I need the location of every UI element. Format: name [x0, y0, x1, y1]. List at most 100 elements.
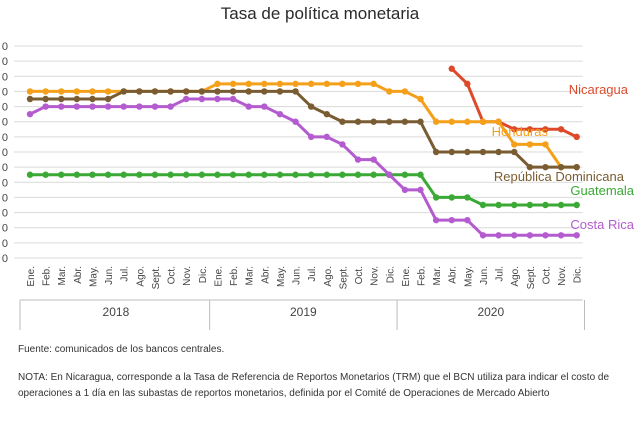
data-point — [432, 216, 440, 224]
x-tick-label: Sept. — [338, 266, 349, 289]
x-tick-label: Ago. — [510, 266, 521, 287]
data-point — [526, 141, 534, 148]
data-point — [479, 148, 487, 156]
x-tick-label: Nov. — [370, 266, 381, 286]
data-point — [58, 88, 65, 95]
x-tick-label: Dic. — [385, 266, 396, 283]
data-point — [557, 126, 565, 133]
data-point — [42, 88, 49, 95]
x-tick-label: Mar. — [432, 266, 443, 285]
data-point — [511, 201, 518, 209]
y-tick-label: 0 — [2, 102, 8, 114]
year-label: 2018 — [103, 305, 130, 319]
data-point — [448, 148, 455, 156]
data-point — [214, 88, 221, 95]
data-point — [370, 80, 377, 88]
x-tick-label: Nov. — [557, 266, 568, 286]
x-tick-label: Feb. — [417, 266, 428, 286]
data-point — [104, 95, 112, 103]
x-tick-label: Sept. — [526, 266, 537, 289]
data-point — [386, 118, 393, 125]
x-tick-label: May. — [276, 266, 287, 287]
data-point — [495, 201, 502, 209]
data-point — [432, 148, 440, 156]
data-point — [479, 118, 487, 125]
data-point — [261, 80, 268, 88]
data-point — [89, 103, 96, 110]
data-point — [339, 171, 346, 178]
data-point — [229, 171, 237, 178]
x-tick-label: Oct. — [354, 266, 365, 284]
data-point — [73, 171, 81, 178]
y-tick-label: 0 — [2, 192, 8, 204]
x-tick-label: Jun. — [104, 266, 115, 285]
x-tick-label: Jul. — [120, 266, 131, 282]
data-point — [401, 186, 409, 194]
data-point — [448, 118, 455, 125]
y-tick-label: 0 — [2, 41, 8, 53]
data-point — [511, 126, 518, 133]
series-label: Costa Rica — [570, 217, 634, 232]
data-point — [323, 110, 330, 118]
data-point — [198, 95, 206, 103]
data-point — [261, 88, 268, 95]
data-point — [198, 171, 206, 178]
y-tick-label: 0 — [2, 238, 8, 250]
x-tick-label: Jul. — [307, 266, 318, 282]
series-label: Honduras — [492, 124, 549, 139]
data-point — [167, 103, 174, 110]
data-point — [183, 95, 190, 103]
data-point — [292, 88, 299, 95]
data-point — [120, 88, 127, 95]
line-chart: 0 0 0 0 0 0 0 0 0 0 0 0 0 0 0 Ene. Feb. Mar. Abr. May. Jun. J… — [2, 41, 635, 330]
data-point — [73, 103, 81, 110]
data-point — [26, 88, 34, 95]
data-point — [245, 103, 252, 110]
data-point — [370, 156, 377, 163]
data-point — [89, 171, 96, 178]
x-tick-label: Feb. — [229, 266, 240, 286]
data-point — [339, 141, 346, 148]
data-point — [479, 232, 487, 239]
data-point — [526, 163, 534, 171]
data-point — [464, 216, 471, 224]
x-tick-label: Ago. — [135, 266, 146, 287]
data-point — [339, 80, 346, 88]
data-point — [183, 88, 190, 95]
y-tick-label: 0 — [2, 56, 8, 68]
y-tick-label: 0 — [2, 132, 8, 144]
data-point — [198, 88, 206, 95]
data-point — [292, 80, 299, 88]
data-point — [354, 118, 362, 125]
data-point — [370, 171, 377, 178]
data-point — [479, 201, 487, 209]
data-point — [526, 201, 534, 209]
data-point — [136, 88, 143, 95]
data-point — [354, 171, 362, 178]
data-point — [464, 118, 471, 125]
year-label: 2019 — [290, 305, 317, 319]
data-point — [89, 95, 96, 103]
data-point — [276, 171, 284, 178]
source-note: Fuente: comunicados de los bancos centra… — [18, 344, 225, 355]
data-point — [307, 133, 315, 141]
x-tick-label: Abr. — [73, 266, 84, 284]
y-tick-label: 0 — [2, 117, 8, 129]
data-point — [245, 88, 252, 95]
data-point — [167, 88, 174, 95]
y-tick-label: 0 — [2, 162, 8, 174]
data-point — [26, 110, 34, 118]
x-tick-label: Jun. — [292, 266, 303, 285]
data-point — [229, 88, 237, 95]
x-tick-label: May. — [463, 266, 474, 287]
data-point — [136, 171, 143, 178]
data-point — [292, 171, 299, 178]
data-point — [573, 163, 580, 171]
data-point — [573, 201, 580, 209]
data-point — [370, 118, 377, 125]
y-tick-label: 0 — [2, 177, 8, 189]
data-point — [42, 171, 49, 178]
y-tick-label: 0 — [2, 86, 8, 98]
x-tick-label: Mar. — [57, 266, 68, 285]
data-point — [526, 126, 534, 133]
